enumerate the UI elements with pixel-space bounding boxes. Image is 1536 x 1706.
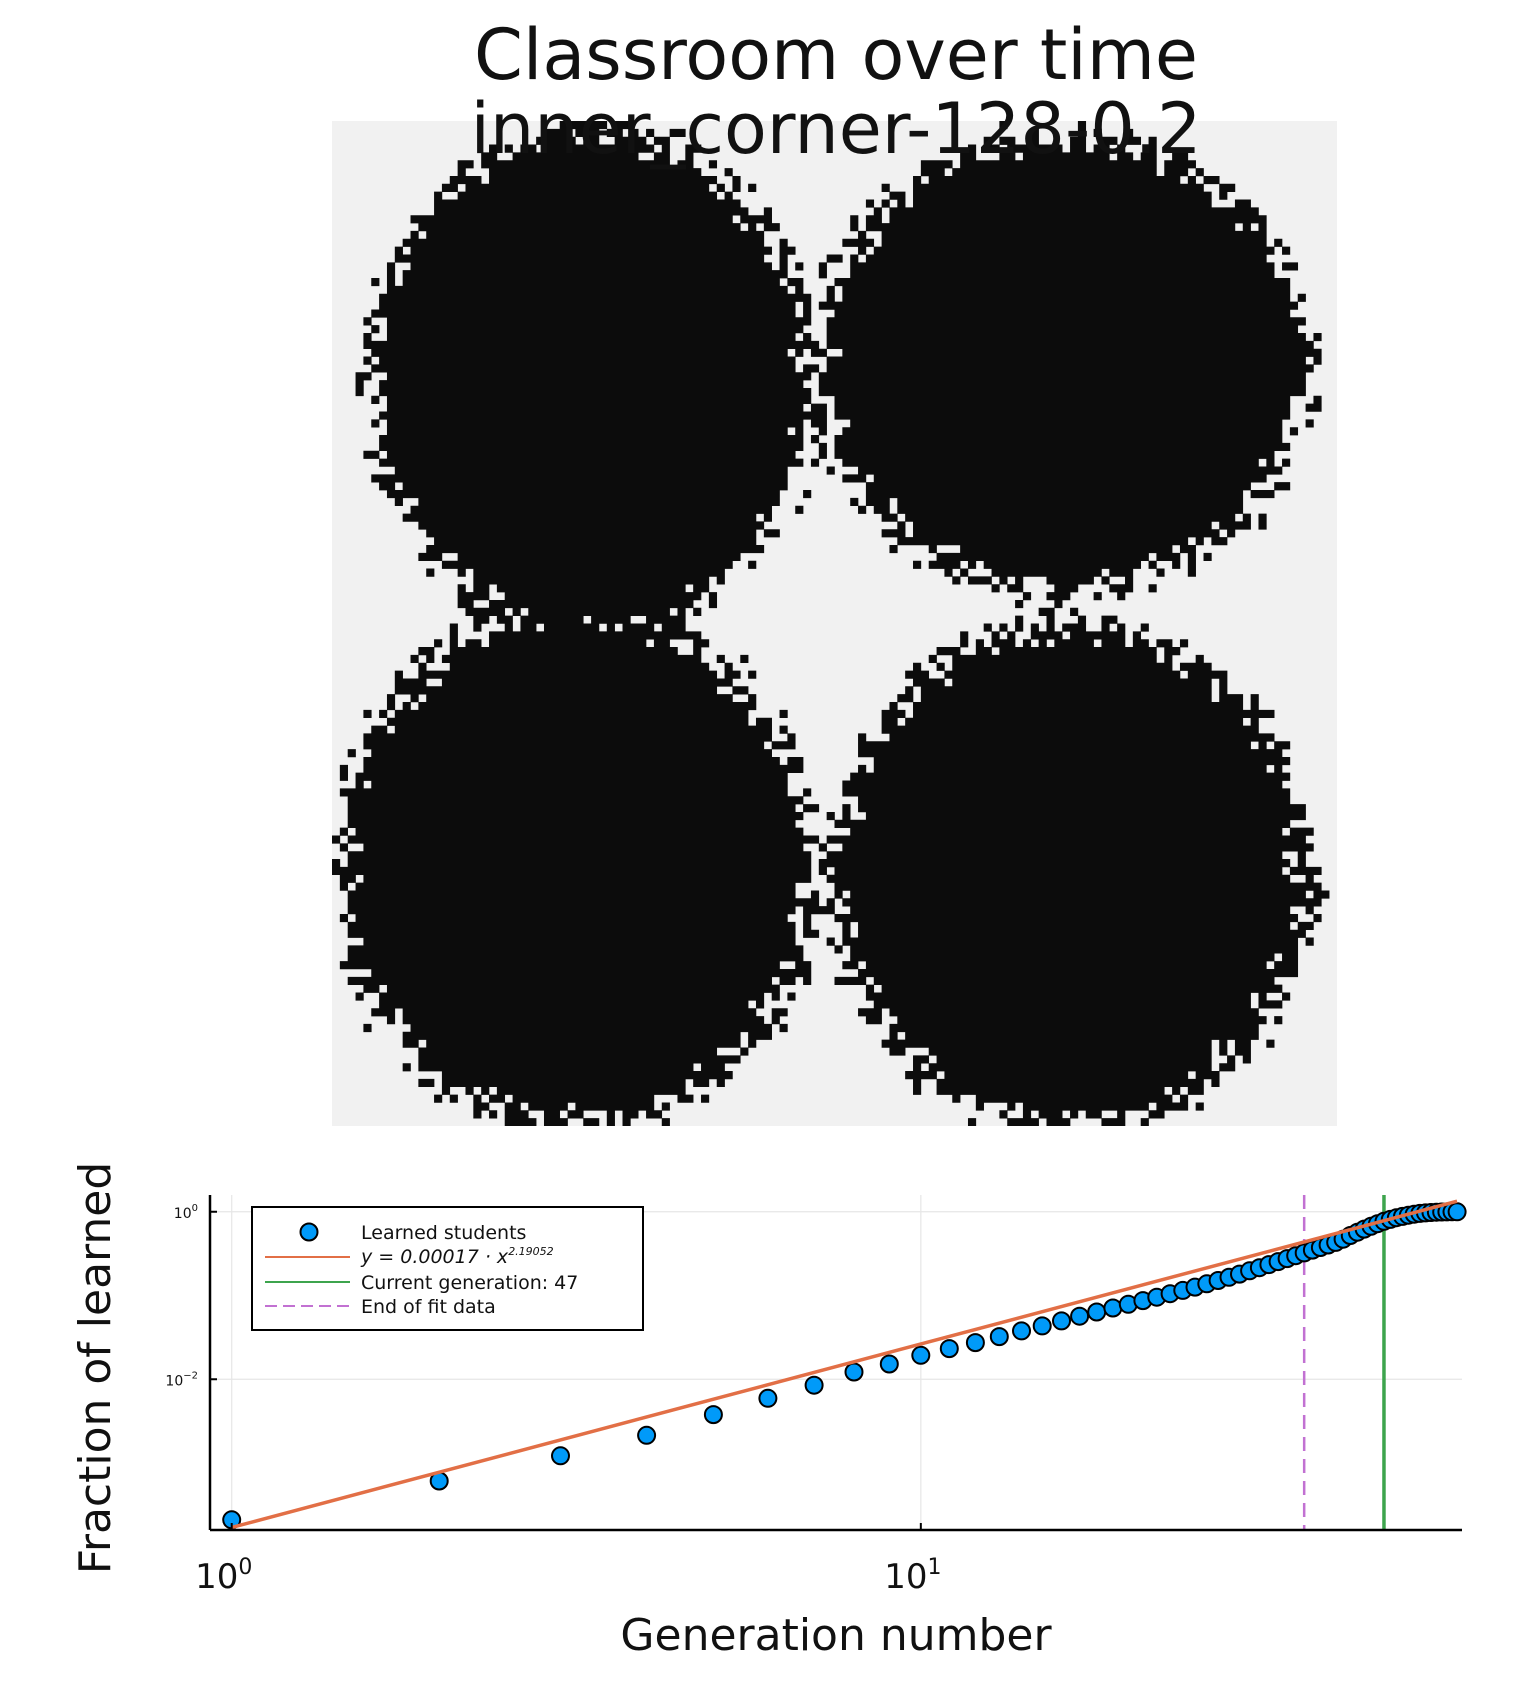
learned-point [989, 1327, 1009, 1347]
legend-label-endfit: End of fit data [361, 1296, 496, 1318]
learned-point [1032, 1316, 1052, 1336]
plot-ticks: 100 101 100 10−2 [165, 1203, 941, 1597]
legend-label-learned: Learned students [361, 1222, 526, 1244]
chart-title-line1: Classroom over time [474, 14, 1198, 96]
legend-marker-learned [299, 1222, 319, 1242]
learned-point [1087, 1302, 1107, 1322]
plot-axes [208, 1195, 1462, 1532]
fraction-learned-plot: 100 101 100 10−2 Generation number Fraction… [70, 1162, 1467, 1661]
y-tick-label: 100 [174, 1203, 198, 1222]
learned-point [551, 1446, 570, 1466]
fit-line [231, 1199, 1458, 1530]
x-tick-label: 101 [884, 1555, 941, 1597]
classroom-heatmap [332, 121, 1337, 1126]
plot-series [222, 1195, 1467, 1530]
learned-point [911, 1345, 931, 1365]
learned-point [758, 1388, 778, 1408]
learned-point [879, 1354, 899, 1374]
learned-point [637, 1425, 657, 1445]
legend-label-fit: y = 0.00017 · x2.19052 [360, 1245, 554, 1268]
learned-point [1012, 1321, 1031, 1341]
learned-point [965, 1333, 985, 1353]
learned-point [1447, 1202, 1467, 1222]
x-tick-label: 100 [195, 1555, 252, 1597]
y-tick-label: 10−2 [165, 1370, 198, 1389]
learned-cells [332, 121, 1330, 1126]
learned-point [1103, 1298, 1123, 1318]
learned-point [703, 1405, 723, 1425]
learned-point [1070, 1306, 1090, 1326]
legend-fit-exponent: 2.19052 [508, 1245, 554, 1258]
learned-point [939, 1339, 959, 1359]
learned-region [332, 121, 1330, 1126]
legend: Learned students y = 0.00017 · x2.19052 … [251, 1206, 644, 1331]
learned-point [804, 1375, 824, 1395]
learned-point [1052, 1311, 1071, 1331]
legend-label-current: Current generation: 47 [361, 1272, 578, 1294]
legend-fit-formula: y = 0.00017 · x [360, 1246, 509, 1268]
learned-point [844, 1362, 864, 1382]
y-axis-title: Fraction of learned [70, 1162, 121, 1574]
x-axis-title: Generation number [620, 1610, 1052, 1661]
